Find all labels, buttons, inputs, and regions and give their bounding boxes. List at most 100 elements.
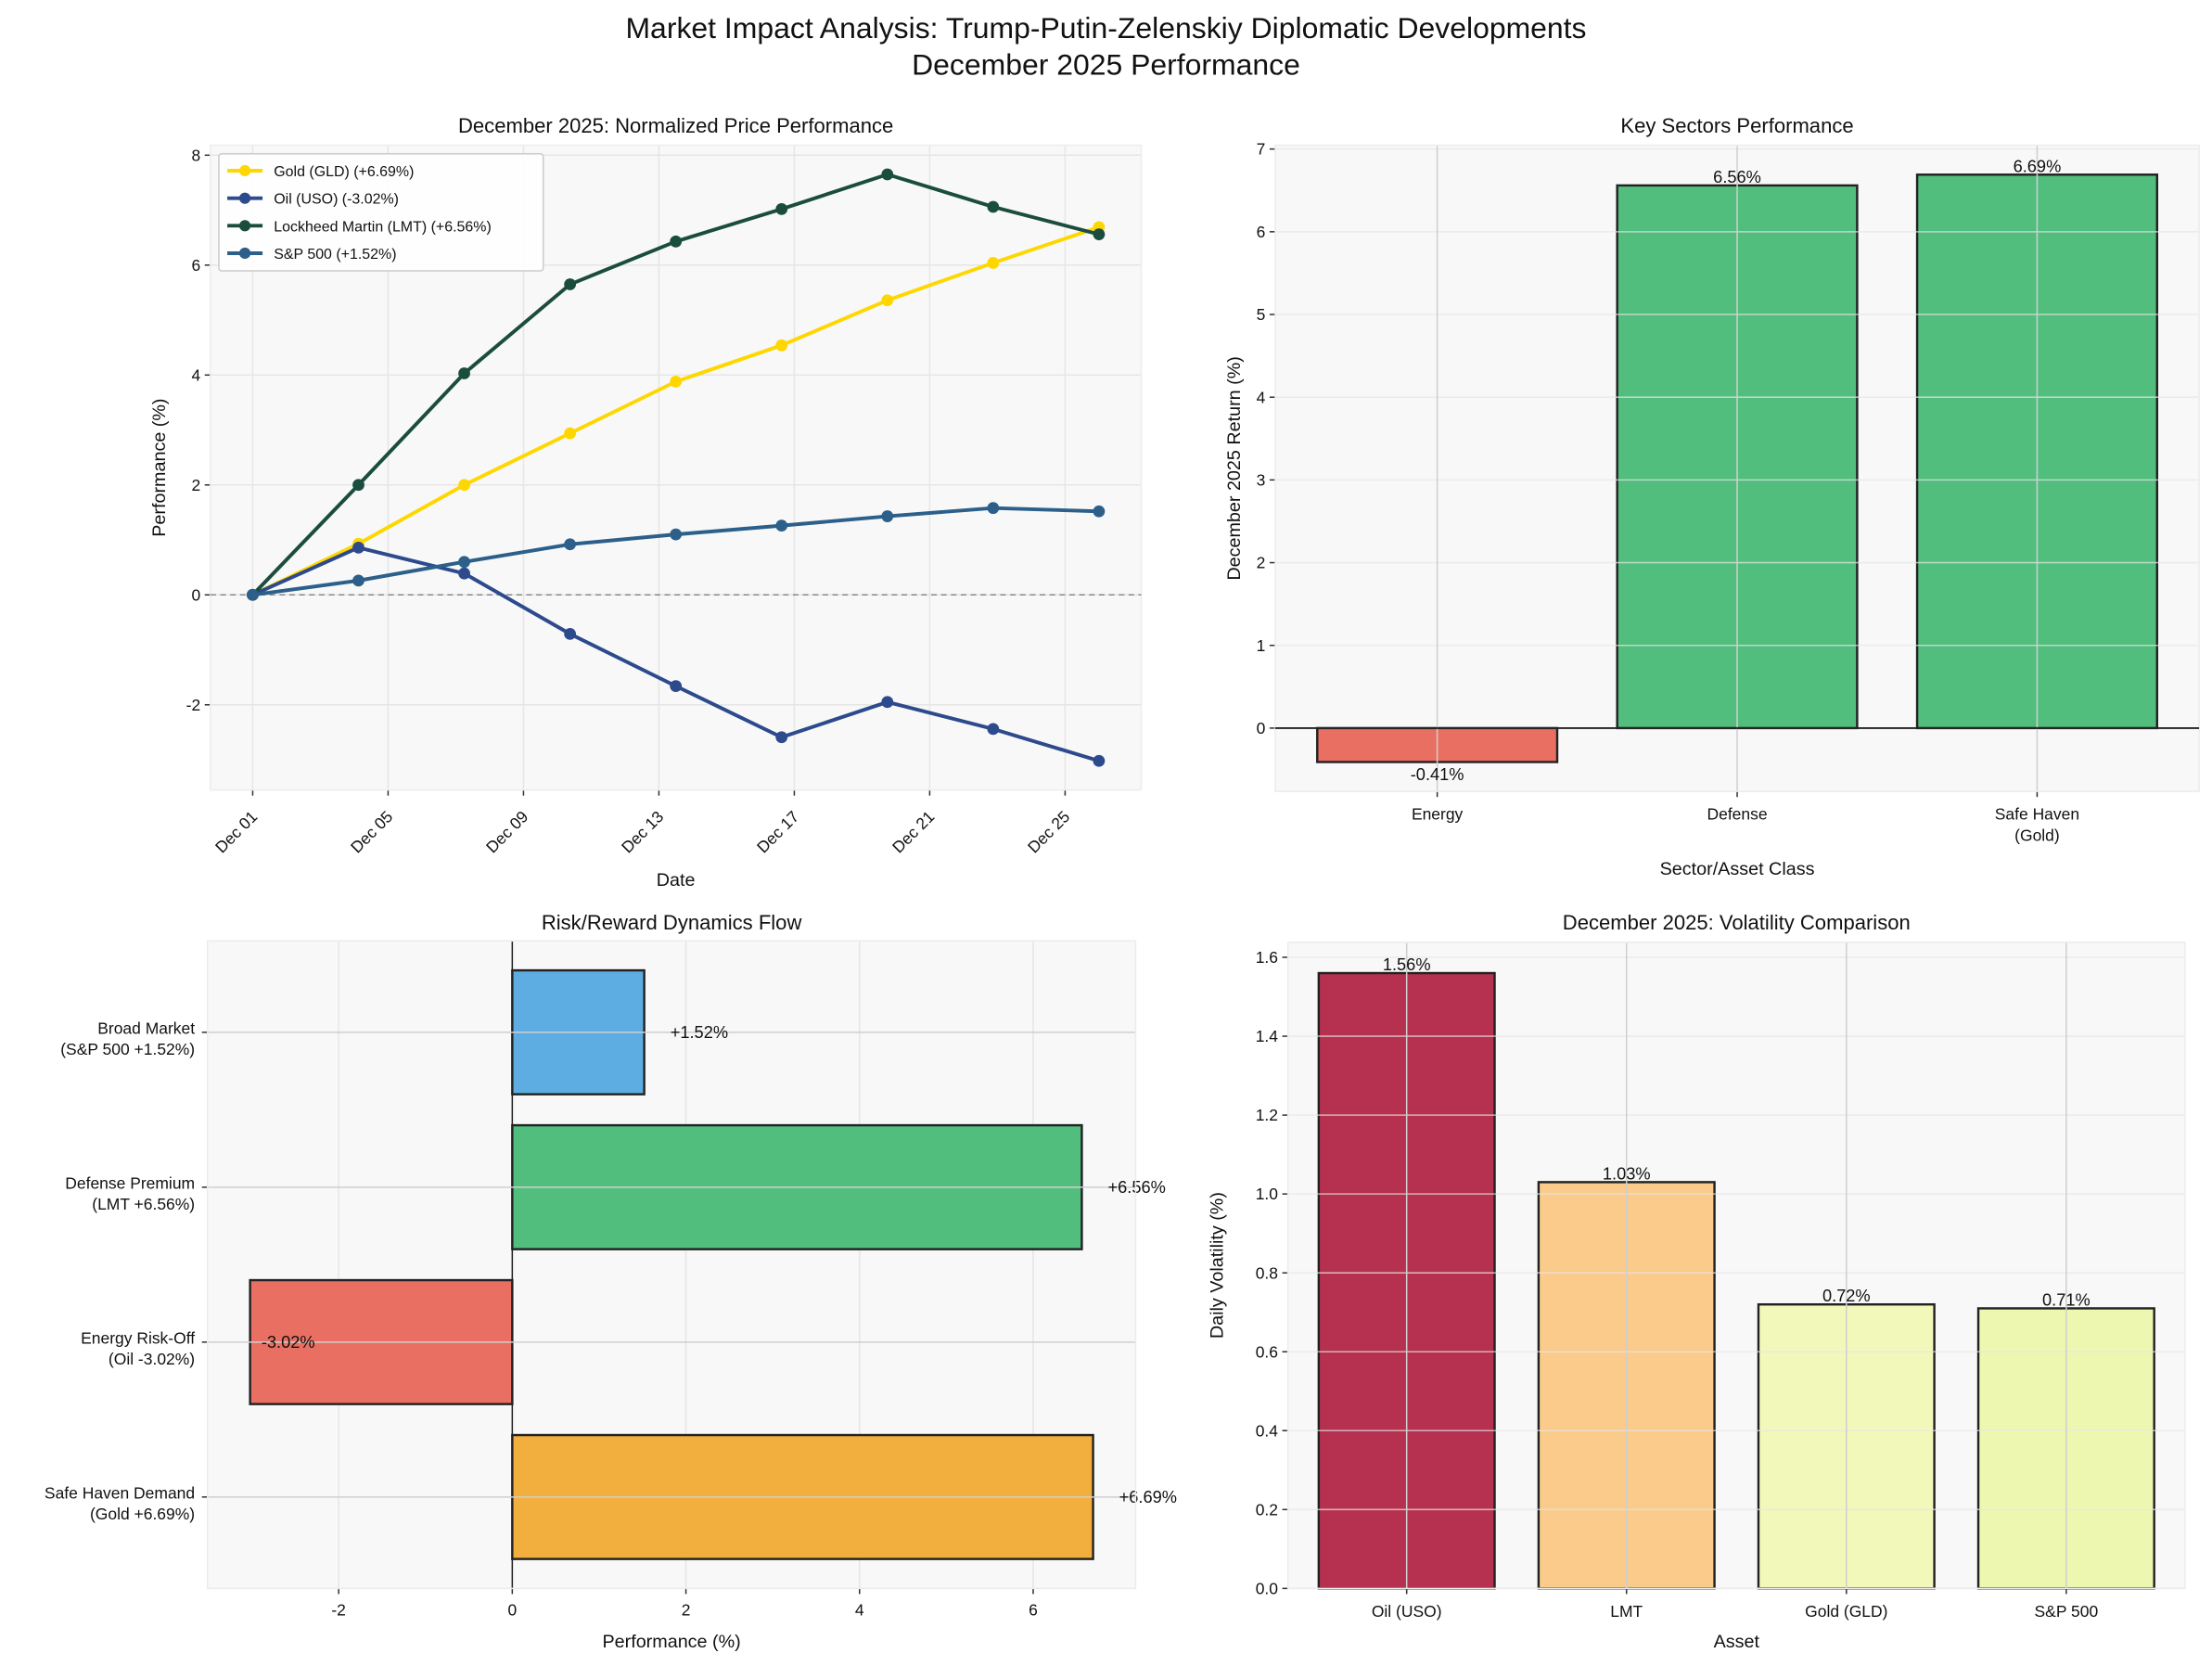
y-tick-label: 3 <box>1257 470 1266 489</box>
series-point <box>458 367 470 379</box>
y-tick-label: 1.2 <box>1256 1106 1278 1124</box>
y-tick-label: 1.4 <box>1256 1027 1279 1045</box>
legend: Gold (GLD) (+6.69%) Oil (USO) (-3.02%) Loc… <box>218 153 544 272</box>
series-point <box>881 294 894 307</box>
y-tick-label: 8 <box>191 146 200 164</box>
y-axis-label: Daily Volatility (%) <box>1208 1192 1228 1339</box>
x-axis-label: Date <box>657 870 696 891</box>
series-point <box>987 723 1000 736</box>
x-tick-label: LMT <box>1610 1602 1643 1621</box>
chart-title: December 2025: Volatility Comparison <box>1563 911 1911 934</box>
series-point <box>458 556 470 569</box>
bar-value-label: +6.56% <box>1107 1177 1165 1197</box>
y-tick-label: (LMT +6.56%) <box>92 1195 195 1213</box>
series-point <box>352 574 364 587</box>
x-tick-label: 4 <box>855 1600 864 1619</box>
x-tick-label: -2 <box>331 1600 346 1619</box>
series-point <box>564 538 577 551</box>
series-point <box>670 376 683 388</box>
series-point <box>352 541 364 554</box>
y-tick-label: Broad Market <box>97 1019 195 1037</box>
series-point <box>670 528 683 541</box>
x-tick-label: Energy <box>1412 805 1464 824</box>
plot-border <box>207 940 1137 1590</box>
volatility-panel: 0.0 0.2 0.4 0.6 0.8 1.0 1.2 1.4 1.6 Oil (USO) LMT G… <box>1208 911 2186 1652</box>
series-point <box>881 510 894 522</box>
series-point <box>352 479 364 492</box>
legend-marker <box>239 220 251 232</box>
plot-border <box>210 144 1143 791</box>
y-tick-label: 4 <box>191 365 200 384</box>
x-tick-label: 6 <box>1029 1600 1038 1619</box>
legend-box <box>218 153 544 272</box>
figure-title: Market Impact Analysis: Trump-Putin-Zele… <box>625 11 1586 45</box>
series-point <box>1093 754 1106 767</box>
series-point <box>247 588 259 601</box>
risk-reward-panel: -2 0 2 4 6 Safe Haven Demand (Gold +6.69%) +6.6… <box>45 911 1177 1652</box>
figure-subtitle: December 2025 Performance <box>912 48 1300 82</box>
bar-value-label: 1.03% <box>1603 1163 1651 1183</box>
series-point <box>564 427 577 440</box>
y-tick-label: 1.0 <box>1256 1185 1279 1203</box>
legend-marker <box>239 164 251 177</box>
series-point <box>458 479 470 492</box>
legend-entry: Gold (GLD) (+6.69%) <box>274 164 414 180</box>
series-point <box>670 680 683 693</box>
x-tick-label: Safe Haven <box>1995 805 2079 824</box>
series-point <box>881 168 894 181</box>
bar-value-label: -0.41% <box>1411 764 1464 784</box>
plot-border <box>1274 144 2200 792</box>
y-tick-label: 1.6 <box>1256 948 1278 967</box>
bar-value-label: 1.56% <box>1383 955 1431 974</box>
legend-entry: Lockheed Martin (LMT) (+6.56%) <box>274 219 492 235</box>
y-tick-label: (S&P 500 +1.52%) <box>60 1040 195 1058</box>
legend-marker <box>239 192 251 204</box>
y-tick-label: Energy Risk-Off <box>81 1328 195 1347</box>
y-axis-label: December 2025 Return (%) <box>1224 356 1245 581</box>
x-tick-label: 0 <box>507 1600 517 1619</box>
y-tick-label: 6 <box>191 256 200 275</box>
plot-border <box>1286 942 2186 1590</box>
chart-title: December 2025: Normalized Price Performa… <box>458 114 893 137</box>
x-tick-label: S&P 500 <box>2035 1602 2099 1621</box>
series-point <box>670 235 683 248</box>
y-tick-label: 0.2 <box>1256 1500 1278 1519</box>
bar-value-label: 0.72% <box>1822 1286 1871 1305</box>
series-point <box>564 627 577 640</box>
x-tick-label: 2 <box>682 1600 691 1619</box>
bar-value-label: +6.69% <box>1119 1487 1177 1506</box>
bar-value-label: +1.52% <box>671 1022 728 1042</box>
y-tick-label: Defense Premium <box>65 1173 195 1192</box>
x-axis-label: Asset <box>1714 1632 1760 1652</box>
y-tick-label: 5 <box>1257 305 1266 324</box>
legend-entry: Oil (USO) (-3.02%) <box>274 192 399 208</box>
y-tick-label: 0.0 <box>1256 1579 1279 1597</box>
y-tick-label: 0 <box>191 585 200 604</box>
series-point <box>987 200 1000 213</box>
series-point <box>987 257 1000 269</box>
bar-value-label: 6.69% <box>2014 156 2062 175</box>
y-tick-label: (Gold +6.69%) <box>90 1505 195 1523</box>
y-tick-label: 0.6 <box>1256 1342 1278 1361</box>
x-tick-label: (Gold) <box>2014 826 2060 844</box>
x-tick-label: Gold (GLD) <box>1805 1602 1887 1621</box>
series-point <box>775 202 788 215</box>
sector-bar-panel: 0 1 2 3 4 5 6 7 Energy Defense Safe Haven (Gold) -0.… <box>1224 114 2200 879</box>
series-point <box>564 278 577 290</box>
y-tick-label: Safe Haven Demand <box>45 1483 195 1502</box>
x-tick-label: Oil (USO) <box>1372 1602 1442 1621</box>
chart-title: Key Sectors Performance <box>1620 114 1853 137</box>
y-tick-label: 0 <box>1257 719 1266 737</box>
series-point <box>458 567 470 580</box>
y-tick-label: 0.4 <box>1256 1421 1279 1440</box>
bar-value-label: 6.56% <box>1713 167 1761 186</box>
legend-entry: S&P 500 (+1.52%) <box>274 247 396 263</box>
series-point <box>881 696 894 709</box>
series-point <box>987 502 1000 515</box>
x-axis-label: Sector/Asset Class <box>1660 859 1815 879</box>
line-chart-panel: Dec 01 Dec 05 Dec 09 Dec 13 Dec 17 Dec 21 Dec … <box>149 114 1143 891</box>
series-point <box>775 519 788 532</box>
x-tick-label: Defense <box>1707 805 1767 824</box>
y-axis-label: Performance (%) <box>149 398 170 536</box>
